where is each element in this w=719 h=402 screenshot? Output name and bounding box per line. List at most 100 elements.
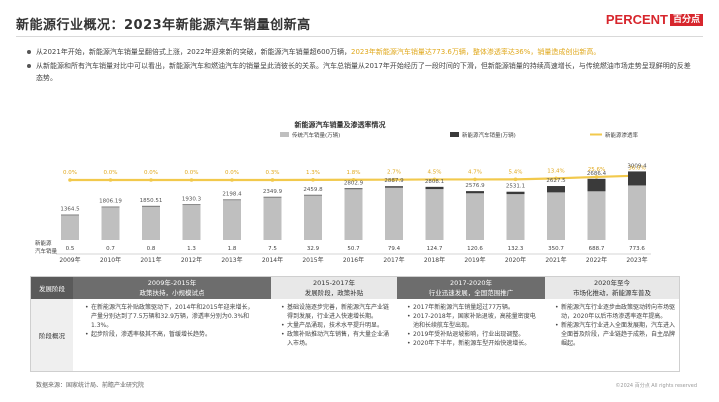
bar-nev (506, 191, 525, 195)
bar-nev (182, 204, 201, 206)
title-divider (16, 36, 703, 37)
x-tick-label: 2018年 (424, 256, 445, 264)
rate-point (594, 175, 599, 179)
data-source: 数据来源：国家统计局、前瞻产业研究院 (36, 382, 145, 389)
bar-value-label: 1930.3 (182, 196, 202, 202)
rate-point (270, 178, 275, 182)
nev-sales-label: 0.8 (147, 246, 156, 252)
nev-sales-label: 132.3 (508, 246, 524, 252)
cell-line: 新能源汽车行业进入全面发展期，汽车进入全面普及阶段，产业链趋于成熟，自主品牌崛起… (555, 321, 675, 348)
phase-header-2: 2015-2017年 发展阶段，政策补贴 (271, 277, 397, 299)
bar-nev (263, 196, 282, 198)
x-tick-label: 2013年 (221, 256, 242, 264)
phase-cell-3: 2017年新能源汽车销量超过77万辆。 2017-2018年，国家补贴退坡，高能… (407, 303, 541, 348)
row-label-line2: 汽车销量 (35, 247, 58, 255)
nev-sales-label: 124.7 (427, 246, 443, 252)
rate-point (351, 177, 356, 182)
bar-value-label: 2349.9 (263, 189, 283, 195)
bar-traditional (344, 189, 363, 240)
phase-title: 2020年至今 (593, 279, 631, 287)
rate-point (108, 178, 113, 182)
x-tick-label: 2010年 (100, 256, 121, 264)
bar-nev (587, 178, 606, 192)
rate-label: 36.0% (628, 166, 645, 172)
rate-label: 4.7% (468, 169, 482, 175)
phase-cell-4: 新能源汽车行业逐步由政策驱动转向市场驱动，2020年以后市场渗透率逐年提高。 新… (555, 303, 675, 348)
table-body-label: 阶段概况 (31, 299, 73, 371)
brand-cn-badge: 百分点 (669, 14, 703, 26)
cell-line: 政策补贴推动汽车销售，有大量企业涌入市场。 (281, 330, 393, 348)
bar-traditional (142, 206, 160, 240)
bar-value-label: 2459.8 (303, 187, 323, 193)
bar-value-label: 2576.9 (465, 183, 485, 189)
x-tick-label: 2012年 (181, 256, 202, 264)
bar-traditional (182, 205, 201, 240)
nev-sales-label: 79.4 (388, 246, 401, 252)
rate-label: 1.3% (306, 170, 320, 176)
brand-logo: PERCENT 百分点 (606, 12, 703, 27)
bar-traditional (466, 193, 484, 240)
page-title: 新能源行业概况：2023年新能源汽车销量创新高 (16, 18, 311, 33)
rate-point (311, 178, 315, 182)
x-tick-label: 2023年 (626, 256, 647, 264)
bar-value-label: 2802.9 (344, 180, 364, 186)
phase-subtitle: 行业迅速发展，全国范围推广 (428, 289, 514, 297)
phase-subtitle: 市场化推动，新能源车普及 (573, 289, 651, 297)
brand-name: PERCENT (605, 12, 668, 27)
rate-point (473, 177, 477, 182)
bar-traditional (61, 215, 79, 240)
bar-nev (385, 186, 403, 188)
bar-nev (142, 205, 160, 207)
nev-sales-label: 50.7 (347, 246, 360, 252)
cell-line: 2017年新能源汽车销量超过77万辆。 (407, 303, 541, 312)
bullet-item: 从新能源和所有汽车销量对比中可以看出，新能源汽车和燃油汽车的销量呈此消彼长的关系… (27, 60, 696, 84)
rate-label: 0.0% (185, 170, 199, 176)
rate-label: 4.5% (428, 169, 442, 175)
rate-label: 5.4% (509, 169, 523, 175)
rate-label: 0.3% (266, 170, 280, 176)
cell-line: 基础设施逐步完善，新能源汽车产业链得到发展，行业进入快速增长期。 (281, 303, 393, 321)
x-tick-label: 2022年 (586, 256, 607, 264)
bar-value-label: 1850.51 (140, 198, 163, 204)
x-tick-label: 2017年 (383, 256, 404, 264)
x-tick-label: 2016年 (343, 256, 364, 264)
bar-traditional (425, 189, 444, 240)
nev-sales-label: 0.5 (66, 246, 75, 252)
x-tick-label: 2020年 (505, 256, 526, 264)
cell-line: 大量产品涌现，技术水平提升明显。 (281, 321, 393, 330)
phase-title: 2015-2017年 (313, 279, 355, 287)
x-tick-label: 2011年 (140, 256, 161, 264)
bar-traditional (263, 197, 282, 240)
nev-sales-label: 120.6 (467, 246, 483, 252)
nev-sales-label: 350.7 (548, 246, 564, 252)
phase-header-1: 2009年-2015年 政策扶持，小规模试点 (73, 277, 271, 299)
bar-value-label: 2531.1 (506, 184, 525, 190)
bar-nev (547, 186, 565, 193)
x-tick-label: 2015年 (302, 256, 323, 264)
cell-line: 2019年受补贴退坡影响，行业出现调整。 (407, 330, 541, 339)
bar-value-label: 3009.4 (627, 163, 647, 169)
phase-table: 发展阶段 2009年-2015年 政策扶持，小规模试点 2015-2017年 发展阶… (30, 276, 680, 372)
bar-traditional (304, 195, 322, 240)
phase-title: 2009年-2015年 (147, 279, 197, 287)
bullet-item: 从2021年开始，新能源汽车销量呈翻倍式上涨，2022年迎来新的突破，新能源汽车… (27, 46, 696, 58)
bar-nev (304, 194, 322, 196)
phase-header-3: 2017-2020年 行业迅速发展，全国范围推广 (397, 277, 545, 299)
bar-value-label: 2808.1 (425, 179, 444, 185)
bar-traditional (587, 191, 606, 240)
bullet-text: 从2021年开始，新能源汽车销量呈翻倍式上涨，2022年迎来新的突破，新能源汽车… (36, 48, 351, 56)
bar-nev (344, 188, 363, 190)
table-header-label: 发展阶段 (31, 277, 73, 299)
bar-value-label: 1364.5 (60, 207, 80, 213)
bar-nev (101, 206, 120, 208)
rate-point (432, 177, 437, 182)
bar-traditional (506, 194, 525, 240)
legend-swatch-nev (450, 132, 459, 137)
cell-line: 2020年下半年，新能源车型开始快速增长。 (407, 339, 541, 348)
cell-line: 新能源汽车行业逐步由政策驱动转向市场驱动，2020年以后市场渗透率逐年提高。 (555, 303, 675, 321)
summary-bullets: 从2021年开始，新能源汽车销量呈翻倍式上涨，2022年迎来新的突破，新能源汽车… (27, 46, 696, 86)
bar-nev (425, 186, 444, 190)
x-tick-label: 2009年 (59, 256, 80, 264)
bar-nev (223, 199, 241, 201)
